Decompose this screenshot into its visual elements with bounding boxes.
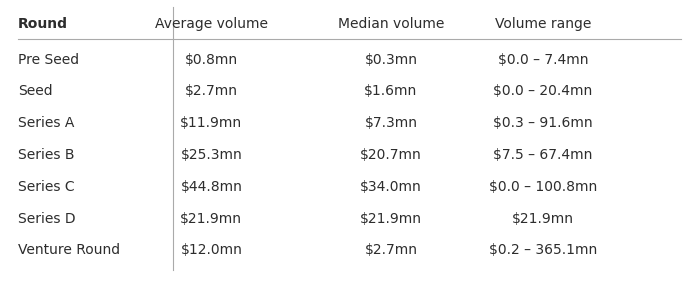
Text: Volume range: Volume range — [495, 17, 591, 30]
Text: $20.7mn: $20.7mn — [360, 148, 421, 162]
Text: $1.6mn: $1.6mn — [364, 84, 417, 98]
Text: $21.9mn: $21.9mn — [360, 211, 422, 226]
Text: $0.3 – 91.6mn: $0.3 – 91.6mn — [493, 116, 593, 130]
Text: Average volume: Average volume — [155, 17, 268, 30]
Text: $0.0 – 7.4mn: $0.0 – 7.4mn — [498, 52, 588, 66]
Text: Series B: Series B — [18, 148, 75, 162]
Text: $0.2 – 365.1mn: $0.2 – 365.1mn — [489, 243, 597, 257]
Text: $0.0 – 20.4mn: $0.0 – 20.4mn — [493, 84, 593, 98]
Text: Median volume: Median volume — [338, 17, 444, 30]
Text: Round: Round — [18, 17, 68, 30]
Text: $0.8mn: $0.8mn — [185, 52, 238, 66]
Text: Series C: Series C — [18, 180, 75, 194]
Text: Venture Round: Venture Round — [18, 243, 120, 257]
Text: $25.3mn: $25.3mn — [180, 148, 243, 162]
Text: Series A: Series A — [18, 116, 74, 130]
Text: $34.0mn: $34.0mn — [360, 180, 421, 194]
Text: $2.7mn: $2.7mn — [364, 243, 417, 257]
Text: $21.9mn: $21.9mn — [180, 211, 243, 226]
Text: $0.0 – 100.8mn: $0.0 – 100.8mn — [489, 180, 597, 194]
Text: Pre Seed: Pre Seed — [18, 52, 79, 66]
Text: $21.9mn: $21.9mn — [512, 211, 574, 226]
Text: $11.9mn: $11.9mn — [180, 116, 243, 130]
Text: Series D: Series D — [18, 211, 75, 226]
Text: $0.3mn: $0.3mn — [364, 52, 417, 66]
Text: $2.7mn: $2.7mn — [185, 84, 238, 98]
Text: $7.5 – 67.4mn: $7.5 – 67.4mn — [493, 148, 593, 162]
Text: $44.8mn: $44.8mn — [180, 180, 243, 194]
Text: $12.0mn: $12.0mn — [180, 243, 243, 257]
Text: $7.3mn: $7.3mn — [364, 116, 417, 130]
Text: Seed: Seed — [18, 84, 52, 98]
